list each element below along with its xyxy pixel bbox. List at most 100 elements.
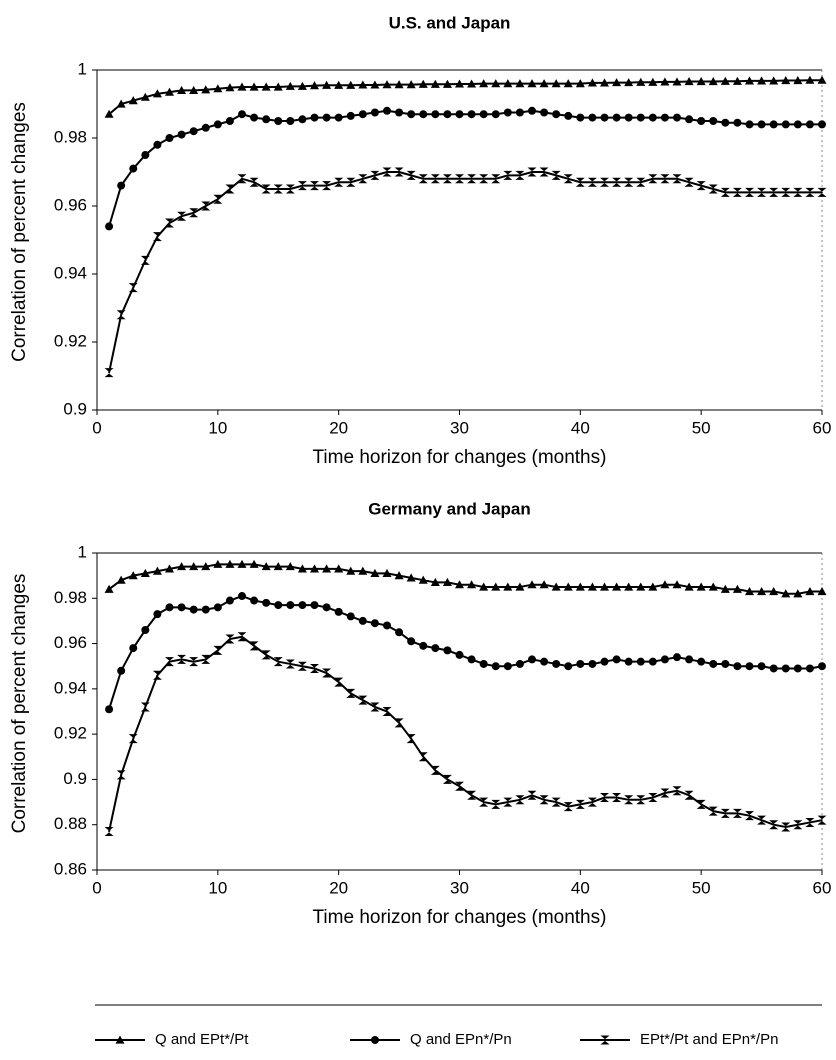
point: [515, 795, 525, 805]
point: [479, 582, 489, 591]
point: [660, 655, 669, 664]
point: [660, 174, 670, 184]
point: [624, 78, 634, 87]
point: [286, 601, 295, 610]
series-line: [108, 79, 822, 115]
point: [273, 657, 283, 667]
point: [636, 77, 646, 86]
point: [443, 110, 452, 119]
point: [177, 130, 186, 139]
point: [720, 808, 730, 818]
point: [104, 109, 114, 118]
x-tick-label: 60: [813, 878, 832, 897]
point: [189, 605, 198, 614]
point: [708, 77, 718, 86]
point: [600, 793, 609, 803]
point: [588, 659, 597, 668]
point: [781, 664, 790, 673]
point: [563, 582, 573, 591]
point: [636, 795, 646, 805]
point: [781, 120, 790, 129]
point: [346, 177, 356, 187]
point: [310, 601, 319, 610]
point: [443, 646, 452, 655]
point: [262, 598, 271, 607]
point: [285, 659, 295, 669]
legend-marker: [600, 1035, 610, 1045]
point: [128, 283, 138, 293]
point: [383, 621, 391, 630]
point: [479, 797, 489, 807]
point: [672, 77, 682, 86]
point: [805, 75, 815, 84]
point: [419, 110, 428, 119]
point: [684, 77, 694, 86]
point: [576, 659, 585, 668]
point: [793, 820, 803, 830]
point: [310, 81, 319, 90]
y-tick-label: 0.94: [54, 263, 87, 282]
point: [213, 645, 223, 655]
point: [431, 644, 440, 653]
point: [708, 582, 718, 591]
point: [769, 586, 779, 596]
point: [697, 657, 706, 666]
point: [140, 702, 150, 712]
point: [612, 113, 621, 122]
point: [322, 603, 331, 612]
point: [152, 670, 162, 680]
point: [442, 577, 452, 587]
point: [370, 568, 380, 577]
point: [708, 806, 718, 816]
y-tick-label: 0.98: [54, 588, 87, 607]
point: [781, 76, 791, 85]
point: [733, 118, 742, 127]
point: [575, 177, 585, 187]
point: [406, 80, 416, 89]
point: [382, 167, 392, 177]
point: [503, 170, 513, 180]
point: [310, 113, 319, 122]
point: [587, 78, 597, 87]
point: [757, 76, 767, 85]
legend-label: Q and EPn*/Pn: [410, 1031, 512, 1048]
point: [322, 80, 332, 89]
point: [769, 120, 778, 129]
point: [140, 568, 150, 577]
point: [648, 793, 658, 803]
point: [455, 580, 464, 589]
point: [684, 582, 694, 591]
point: [370, 80, 380, 89]
point: [201, 123, 210, 132]
point: [249, 177, 259, 187]
point: [105, 222, 114, 231]
point: [636, 113, 645, 122]
point: [685, 655, 694, 664]
point: [394, 80, 404, 89]
point: [395, 108, 404, 117]
point: [261, 82, 271, 91]
point: [394, 167, 404, 177]
point: [467, 655, 476, 664]
point: [660, 580, 670, 589]
x-tick-label: 20: [329, 878, 348, 897]
series-line: [108, 109, 822, 227]
point: [805, 664, 814, 673]
point: [455, 174, 464, 184]
point: [817, 815, 827, 825]
point: [346, 111, 355, 120]
point: [261, 650, 271, 660]
x-tick-label: 0: [92, 878, 101, 897]
point: [418, 79, 428, 88]
point: [624, 113, 633, 122]
point: [334, 607, 343, 616]
point: [660, 77, 670, 86]
point: [442, 774, 452, 784]
point: [213, 603, 222, 612]
point: [503, 662, 512, 671]
point: [648, 582, 658, 591]
point: [370, 170, 380, 180]
point: [745, 586, 754, 596]
x-tick-label: 0: [92, 418, 101, 437]
point: [563, 174, 573, 184]
